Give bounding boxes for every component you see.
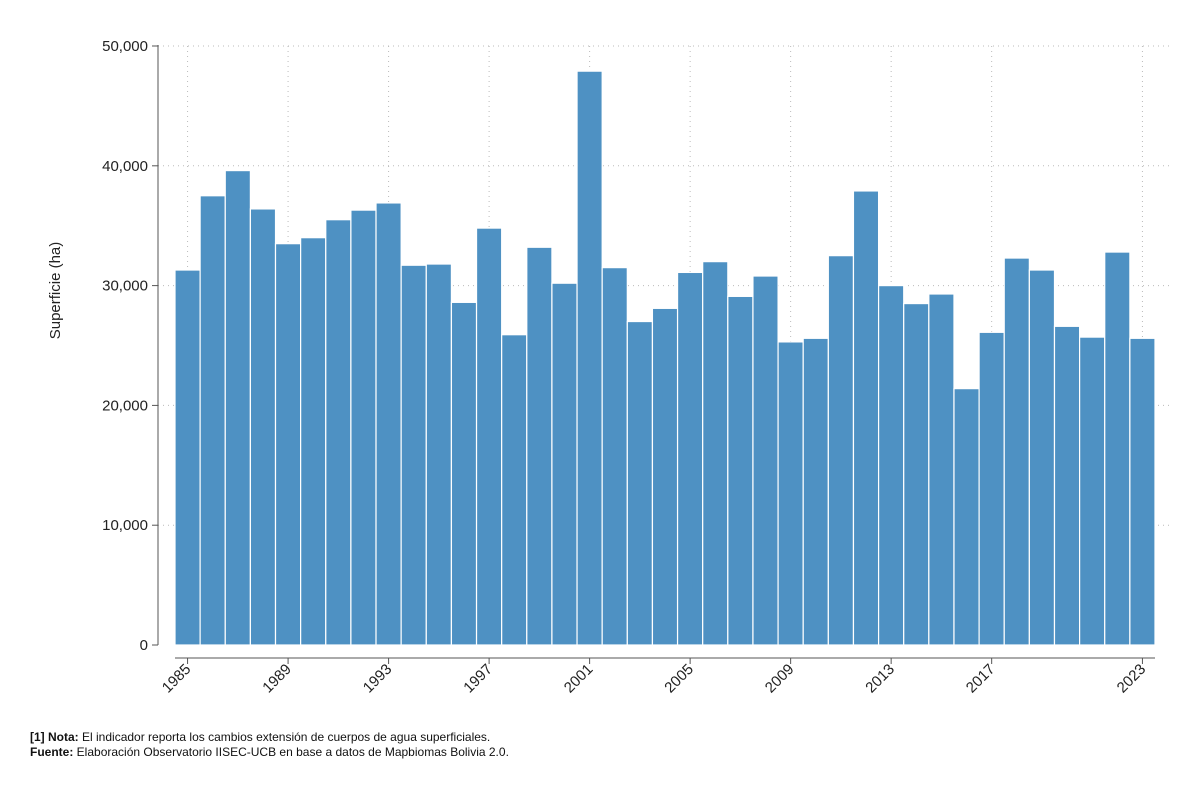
bar-1985 <box>174 269 201 646</box>
x-tick-label: 1993 <box>360 661 396 697</box>
y-tick-label: 50,000 <box>102 38 148 55</box>
bar-2001 <box>576 70 603 646</box>
bar-2007 <box>727 295 754 646</box>
bar-2000 <box>551 282 578 646</box>
bar-1993 <box>375 202 402 646</box>
x-tick-label: 2013 <box>862 661 898 697</box>
bar-2003 <box>626 320 654 646</box>
x-tick-label: 2005 <box>661 661 697 697</box>
bar-2019 <box>1028 269 1056 646</box>
axes: 0 10,000 20,000 30,000 40,000 50,000 1985 1989 1… <box>102 38 1155 696</box>
bar-2020 <box>1053 325 1081 646</box>
bar-2011 <box>827 255 855 646</box>
bar-2010 <box>802 337 829 646</box>
nota-label: [1] Nota: <box>30 730 79 744</box>
bar-2014 <box>903 302 930 646</box>
nota-line: [1] Nota: El indicador reporta los cambi… <box>30 730 509 745</box>
bar-1999 <box>526 246 553 646</box>
x-tick-label: 1985 <box>159 661 195 697</box>
fuente-label: Fuente: <box>30 745 74 759</box>
bar-2023 <box>1129 337 1156 646</box>
bar-2016 <box>953 388 980 646</box>
bar-2017 <box>978 331 1005 646</box>
y-tick-label: 0 <box>140 637 148 654</box>
bar-2015 <box>928 293 955 646</box>
bar-1986 <box>199 195 226 646</box>
y-tick-label: 20,000 <box>102 397 148 414</box>
y-tick-label: 30,000 <box>102 278 148 295</box>
fuente-text: Elaboración Observatorio IISEC-UCB en ba… <box>73 745 509 759</box>
bar-1996 <box>450 301 478 646</box>
bar-2004 <box>651 307 679 646</box>
bar-2008 <box>752 275 779 646</box>
bar-1990 <box>300 237 327 646</box>
y-tick-label: 10,000 <box>102 517 148 534</box>
bar-1991 <box>325 219 352 646</box>
bar-1997 <box>475 227 503 646</box>
y-axis-label: Superficie (ha) <box>47 242 64 340</box>
x-tick-label: 2001 <box>561 661 597 697</box>
bar-2002 <box>601 267 628 646</box>
bar-2005 <box>676 271 704 646</box>
bar-1988 <box>249 208 277 646</box>
x-tick-label: 1997 <box>460 661 496 697</box>
bar-2009 <box>777 341 804 646</box>
x-tick-label: 2009 <box>762 661 798 697</box>
y-tick-label: 40,000 <box>102 158 148 175</box>
bar-2013 <box>877 285 905 646</box>
footnotes: [1] Nota: El indicador reporta los cambi… <box>30 730 509 760</box>
bar-1998 <box>501 334 528 646</box>
bar-1994 <box>400 264 427 646</box>
bar-2018 <box>1003 257 1030 646</box>
x-tick-label: 1989 <box>259 661 295 697</box>
nota-text: El indicador reporta los cambios extensi… <box>78 730 491 744</box>
bar-1989 <box>274 243 302 646</box>
fuente-line: Fuente: Elaboración Observatorio IISEC-U… <box>30 745 509 760</box>
bars <box>174 70 1156 646</box>
bar-1995 <box>425 263 453 646</box>
x-tick-label: 2017 <box>963 661 999 697</box>
bar-chart: 0 10,000 20,000 30,000 40,000 50,000 1985 1989 1… <box>47 38 1170 696</box>
bar-2012 <box>852 190 880 646</box>
bar-2006 <box>702 261 729 646</box>
bar-2022 <box>1104 251 1131 646</box>
bar-2021 <box>1079 336 1106 646</box>
bar-1992 <box>350 209 377 646</box>
x-tick-label: 2023 <box>1114 661 1150 697</box>
bar-1987 <box>224 169 251 646</box>
